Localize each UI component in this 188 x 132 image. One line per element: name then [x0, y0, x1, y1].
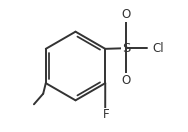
Text: O: O: [122, 74, 131, 87]
Text: Cl: Cl: [152, 42, 164, 55]
Text: F: F: [103, 108, 110, 121]
Text: O: O: [122, 8, 131, 21]
Text: S: S: [122, 42, 130, 55]
